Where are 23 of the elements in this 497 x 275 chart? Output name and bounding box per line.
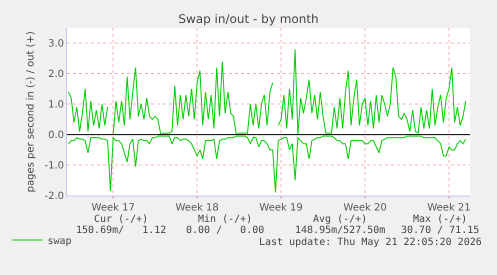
x-tick-label: Week 20 (343, 202, 387, 214)
text: Min (-/+) (198, 214, 252, 225)
text: Max (-/+) (413, 214, 468, 225)
y-axis-title: pages per second in (-) / out (+) (25, 31, 36, 192)
text: 30.70 / 71.15 (401, 225, 480, 236)
x-tick-label: Week 19 (259, 202, 303, 214)
y-tick-label: 2.0 (48, 69, 64, 80)
y-tick-label: -2.0 (44, 191, 64, 202)
x-tick-label: Week 17 (92, 202, 135, 214)
y-tick-label: 1.0 (48, 100, 64, 111)
text: Avg (-/+) (313, 214, 368, 225)
text: Cur (-/+) (94, 214, 148, 225)
text: 148.95m/527.50m (295, 225, 386, 236)
text: 0.00 / 0.00 (186, 225, 264, 236)
y-tick-label: 0.0 (48, 130, 64, 142)
y-tick-label: 3.0 (48, 38, 64, 50)
text: Last update: Thu May 21 22:05:20 2026 (259, 237, 482, 248)
chart-title: Swap in/out - by month (178, 12, 319, 26)
text: 150.69m/ 1.12 (76, 225, 166, 236)
x-tick-label: Week 18 (175, 202, 219, 214)
y-tick-label: -1.0 (44, 160, 64, 172)
x-tick-label: Week 21 (427, 202, 471, 214)
legend-label: swap (47, 236, 72, 247)
